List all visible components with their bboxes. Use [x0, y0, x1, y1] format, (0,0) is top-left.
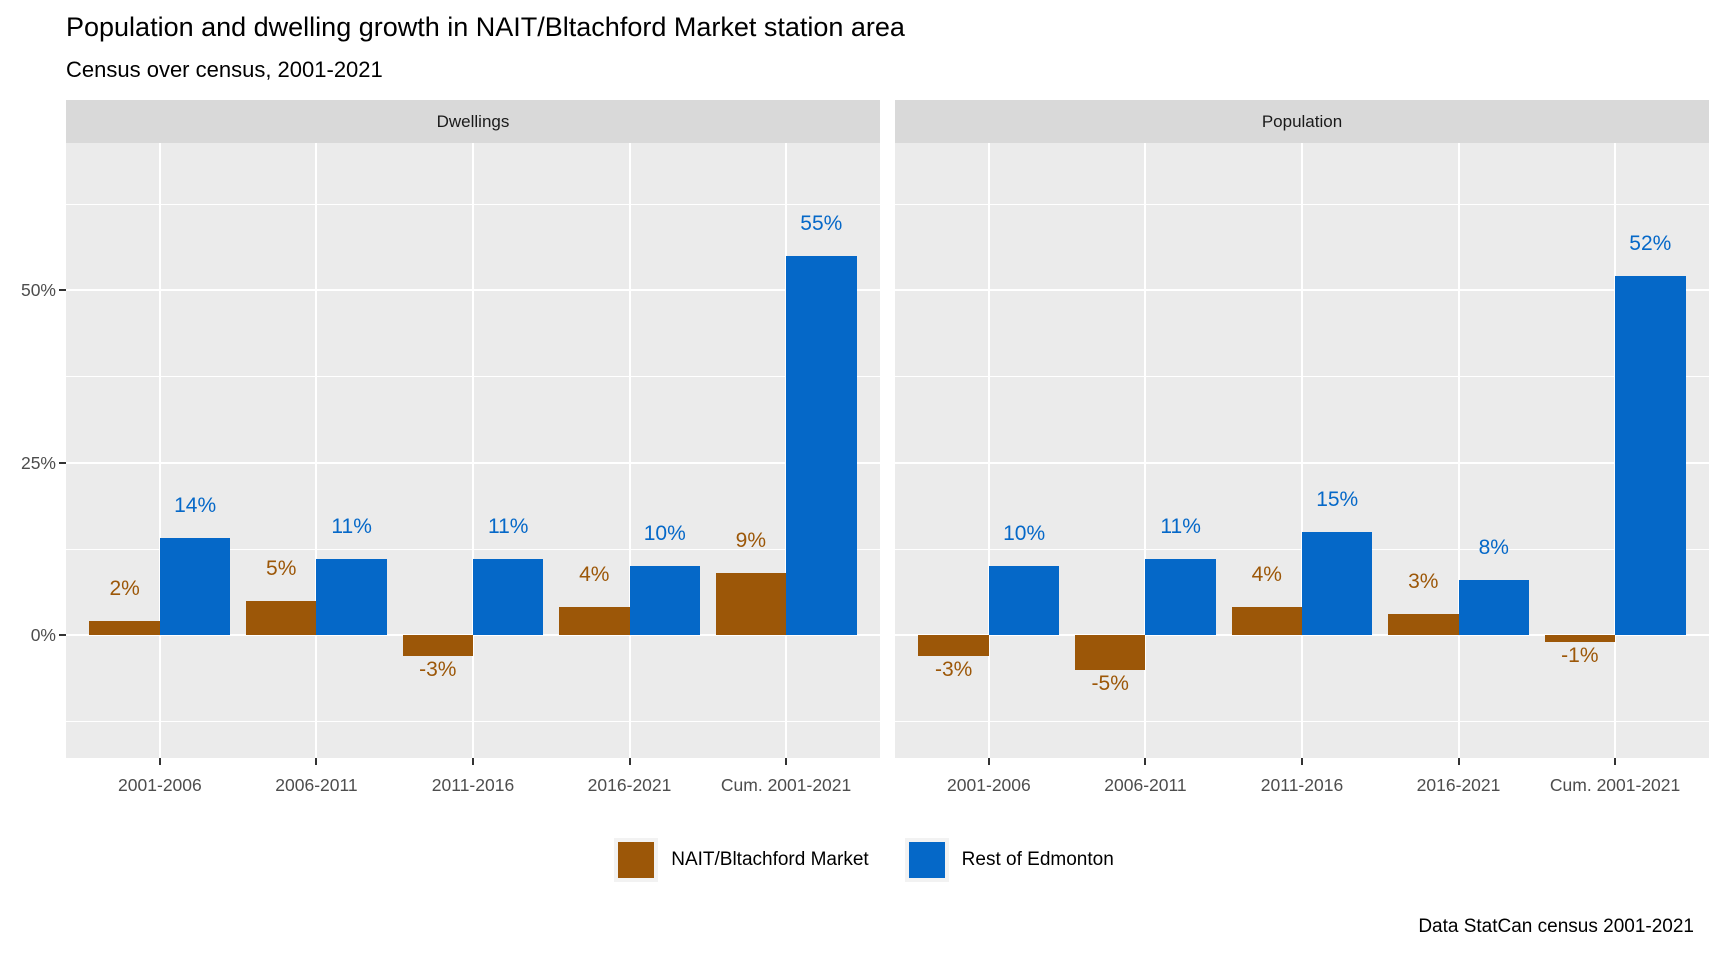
facet-panels: Dwellings 2% 5% -3% 4% 9% 14% 11% 11% 10% 55% 2001-… — [66, 100, 1709, 818]
x-tick — [158, 758, 161, 765]
bar-value-label: 4% — [1251, 563, 1282, 587]
x-tick-label: 2016-2021 — [1416, 775, 1501, 795]
gridline-v — [315, 143, 318, 758]
bar-value-label: -1% — [1561, 643, 1599, 667]
bar-value-label: 2% — [109, 577, 140, 601]
bar-rest — [159, 538, 231, 635]
bar-rest — [1302, 531, 1373, 635]
y-tick-mark — [59, 634, 66, 636]
x-axis: 2001-2006 2006-2011 2011-2016 2016-2021 Cum.… — [895, 758, 1709, 818]
bar-value-label: 11% — [487, 515, 529, 539]
x-tick — [1301, 758, 1303, 765]
x-tick — [1144, 758, 1147, 765]
bar-nait — [1544, 635, 1616, 642]
x-tick-label: Cum. 2001-2021 — [720, 775, 852, 795]
bar-value-label: 8% — [1478, 535, 1509, 559]
legend-swatch-rest — [908, 842, 945, 878]
bar-nait — [89, 621, 160, 635]
x-tick-label: 2006-2011 — [1104, 775, 1187, 795]
bar-nait — [246, 600, 317, 635]
bar-value-label: 10% — [1003, 522, 1046, 545]
bar-nait — [715, 572, 787, 635]
x-tick-label: 2016-2021 — [587, 775, 672, 795]
bar-rest — [988, 566, 1060, 635]
chart-subtitle: Census over census, 2001-2021 — [66, 57, 383, 82]
bar-value-label: -3% — [935, 657, 973, 681]
bar-nait — [402, 635, 473, 656]
bar-rest — [1615, 276, 1686, 635]
x-tick-label: 2001-2006 — [118, 775, 202, 795]
gridline-v — [158, 143, 161, 758]
gridline-v — [1457, 143, 1460, 758]
bar-rest — [1145, 559, 1216, 635]
bar-value-label: 11% — [331, 515, 372, 539]
bar-value-label: 5% — [266, 556, 297, 580]
x-tick — [472, 758, 474, 765]
x-tick — [987, 758, 990, 765]
x-tick — [1614, 758, 1617, 765]
x-tick-label: 2001-2006 — [947, 775, 1031, 795]
x-tick-label: 2006-2011 — [275, 775, 358, 795]
gridline-v — [628, 143, 631, 758]
legend-label: NAIT/Bltachford Market — [671, 849, 869, 870]
y-tick-mark — [59, 289, 66, 291]
bar-rest — [629, 566, 700, 635]
bar-nait — [559, 607, 630, 635]
x-tick-label: 2011-2016 — [1260, 775, 1344, 795]
bar-rest — [786, 255, 857, 635]
bar-nait — [1075, 635, 1146, 670]
bar-rest — [473, 559, 544, 635]
chart-title: Population and dwelling growth in NAIT/B… — [66, 12, 905, 42]
bar-nait — [1388, 614, 1459, 635]
gridline-v — [1301, 143, 1303, 758]
facet-population: Population -3% -5% 4% 3% -1% 10% 11% 15% 8% 52% 200… — [895, 100, 1709, 818]
x-tick-label: 2011-2016 — [431, 775, 515, 795]
y-tick-label: 25% — [20, 452, 56, 473]
legend-item-nait: NAIT/Bltachford Market — [614, 838, 869, 882]
facet-strip: Population — [895, 100, 1709, 143]
facet-strip-label: Population — [1261, 111, 1343, 131]
gridline-v — [1144, 143, 1147, 758]
bar-value-label: 3% — [1408, 570, 1439, 594]
bar-value-label: 52% — [1629, 232, 1672, 256]
x-tick-label: Cum. 2001-2021 — [1549, 775, 1681, 795]
x-tick — [628, 758, 631, 765]
x-axis: 2001-2006 2006-2011 2011-2016 2016-2021 Cum.… — [66, 758, 880, 818]
bar-value-label: 11% — [1160, 515, 1201, 539]
facet-dwellings: Dwellings 2% 5% -3% 4% 9% 14% 11% 11% 10% 55% 2001-… — [66, 100, 880, 818]
bar-value-label: -5% — [1091, 671, 1129, 695]
legend-label: Rest of Edmonton — [961, 849, 1114, 870]
gridline-v — [472, 143, 474, 758]
legend: NAIT/Bltachford Market Rest of Edmonton — [0, 838, 1728, 882]
legend-key-rest — [904, 838, 949, 882]
legend-swatch-nait — [618, 842, 655, 878]
legend-item-rest: Rest of Edmonton — [904, 838, 1114, 882]
bar-value-label: 9% — [735, 528, 767, 552]
bar-value-label: 15% — [1316, 487, 1359, 511]
plot-panel: -3% -5% 4% 3% -1% 10% 11% 15% 8% 52% — [895, 143, 1709, 758]
y-tick-label: 50% — [20, 280, 56, 300]
facet-strip: Dwellings — [66, 100, 880, 143]
legend-key-nait — [614, 838, 659, 882]
x-tick — [1457, 758, 1460, 765]
facet-strip-label: Dwellings — [436, 111, 510, 131]
bar-value-label: -3% — [419, 657, 457, 681]
bar-nait — [1231, 607, 1302, 635]
bar-rest — [1458, 579, 1529, 635]
bar-value-label: 10% — [643, 522, 686, 545]
plot-panel: 2% 5% -3% 4% 9% 14% 11% 11% 10% 55% — [66, 143, 880, 758]
bar-nait — [918, 635, 989, 656]
x-tick — [315, 758, 318, 765]
bar-value-label: 14% — [174, 494, 217, 518]
x-tick — [785, 758, 788, 765]
y-tick-label: 0% — [30, 625, 56, 645]
bar-value-label: 4% — [579, 563, 610, 587]
gridline-v — [987, 143, 990, 758]
bar-value-label: 55% — [800, 211, 843, 235]
bar-rest — [316, 559, 387, 635]
chart-caption: Data StatCan census 2001-2021 — [1418, 916, 1694, 937]
y-tick-mark — [59, 461, 66, 464]
